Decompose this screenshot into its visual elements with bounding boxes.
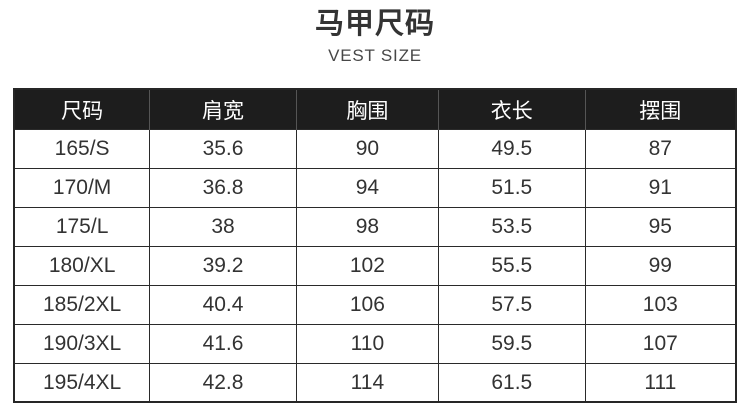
size-table-header: 尺码 肩宽 胸围 衣长 摆围 <box>14 89 736 130</box>
cell-size: 180/XL <box>13 245 151 286</box>
cell-size: 175/L <box>13 206 151 247</box>
cell-value: 98 <box>295 206 440 247</box>
cell-value: 36.8 <box>149 167 297 208</box>
cell-size: 165/S <box>13 128 151 169</box>
cell-value: 40.4 <box>149 284 297 325</box>
table-row: 190/3XL 41.6 110 59.5 107 <box>13 323 737 364</box>
cell-value: 102 <box>295 245 440 286</box>
cell-value: 57.5 <box>438 284 586 325</box>
column-header-shoulder: 肩宽 <box>149 89 297 130</box>
cell-value: 106 <box>295 284 440 325</box>
table-header-row: 尺码 肩宽 胸围 衣长 摆围 <box>14 89 736 130</box>
cell-size: 185/2XL <box>13 284 151 325</box>
cell-value: 114 <box>295 362 440 403</box>
table-row: 175/L 38 98 53.5 95 <box>13 206 737 247</box>
cell-value: 110 <box>295 323 440 364</box>
table-row: 180/XL 39.2 102 55.5 99 <box>13 245 737 286</box>
cell-value: 111 <box>584 362 737 403</box>
cell-value: 55.5 <box>438 245 586 286</box>
cell-value: 42.8 <box>149 362 297 403</box>
cell-size: 190/3XL <box>13 323 151 364</box>
page-title: 马甲尺码 <box>314 8 435 40</box>
cell-value: 99 <box>584 245 737 286</box>
page-subtitle: VEST SIZE <box>328 46 422 66</box>
size-table: 尺码 肩宽 胸围 衣长 摆围 165/S 35.6 90 49.5 87 170… <box>13 88 737 404</box>
cell-value: 87 <box>584 128 737 169</box>
table-row: 165/S 35.6 90 49.5 87 <box>13 128 737 169</box>
table-row: 170/M 36.8 94 51.5 91 <box>13 167 737 208</box>
cell-value: 94 <box>295 167 440 208</box>
cell-value: 51.5 <box>438 167 586 208</box>
column-header-chest: 胸围 <box>295 89 439 130</box>
column-header-size: 尺码 <box>14 89 150 130</box>
cell-value: 39.2 <box>149 245 297 286</box>
cell-value: 95 <box>584 206 737 247</box>
size-table-body: 165/S 35.6 90 49.5 87 170/M 36.8 94 51.5… <box>13 128 737 403</box>
cell-value: 53.5 <box>438 206 586 247</box>
cell-value: 91 <box>584 167 737 208</box>
cell-size: 170/M <box>13 167 151 208</box>
cell-size: 195/4XL <box>13 362 151 403</box>
cell-value: 107 <box>584 323 737 364</box>
cell-value: 61.5 <box>438 362 586 403</box>
cell-value: 59.5 <box>438 323 586 364</box>
column-header-length: 衣长 <box>438 89 586 130</box>
cell-value: 90 <box>295 128 440 169</box>
cell-value: 49.5 <box>438 128 586 169</box>
column-header-hem: 摆围 <box>584 89 736 130</box>
cell-value: 38 <box>149 206 297 247</box>
table-row: 195/4XL 42.8 114 61.5 111 <box>13 362 737 403</box>
cell-value: 35.6 <box>149 128 297 169</box>
cell-value: 41.6 <box>149 323 297 364</box>
cell-value: 103 <box>584 284 737 325</box>
table-row: 185/2XL 40.4 106 57.5 103 <box>13 284 737 325</box>
